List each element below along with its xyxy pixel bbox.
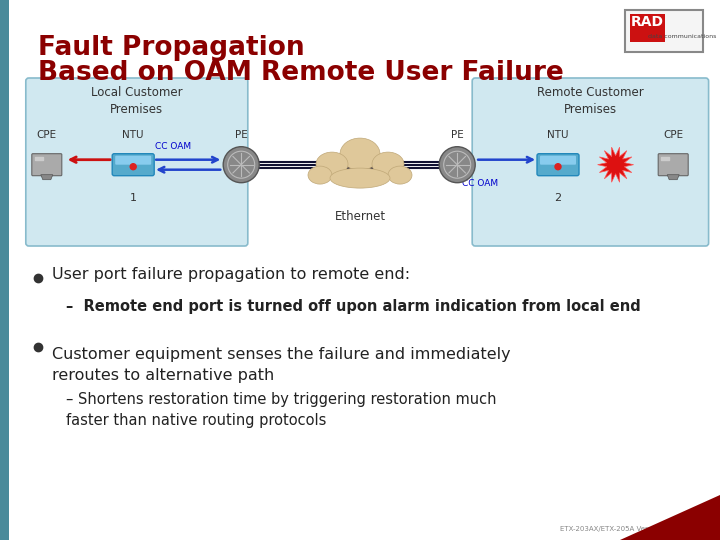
FancyBboxPatch shape [540, 156, 576, 165]
Text: ETX-203AX/ETX-205A Version 4.0  Slide 35: ETX-203AX/ETX-205A Version 4.0 Slide 35 [559, 526, 708, 532]
Circle shape [130, 164, 136, 170]
Text: Remote Customer
Premises: Remote Customer Premises [537, 86, 644, 116]
Bar [0, 0, 9, 540]
Ellipse shape [316, 152, 348, 176]
Text: Fault Propagation: Fault Propagation [38, 35, 305, 61]
FancyBboxPatch shape [630, 14, 665, 42]
Polygon shape [41, 175, 53, 180]
FancyBboxPatch shape [115, 156, 151, 165]
FancyBboxPatch shape [537, 154, 579, 176]
FancyBboxPatch shape [625, 10, 703, 52]
Ellipse shape [340, 138, 380, 170]
Ellipse shape [372, 152, 404, 176]
Polygon shape [598, 147, 634, 182]
Text: CC OAM: CC OAM [156, 141, 192, 151]
Text: Local Customer
Premises: Local Customer Premises [91, 86, 183, 116]
Text: Based on OAM Remote User Failure: Based on OAM Remote User Failure [38, 60, 564, 86]
Circle shape [223, 147, 259, 183]
Text: RAD: RAD [631, 15, 664, 29]
Ellipse shape [388, 166, 412, 184]
Ellipse shape [308, 166, 332, 184]
Text: NTU: NTU [122, 130, 144, 140]
Text: User port failure propagation to remote end:: User port failure propagation to remote … [52, 267, 410, 281]
FancyBboxPatch shape [32, 154, 62, 176]
Polygon shape [667, 175, 679, 180]
Circle shape [439, 147, 475, 183]
Text: NTU: NTU [547, 130, 569, 140]
Text: CPE: CPE [663, 130, 683, 140]
Text: PE: PE [451, 130, 464, 140]
FancyBboxPatch shape [472, 78, 708, 246]
Ellipse shape [330, 168, 390, 188]
FancyBboxPatch shape [658, 154, 688, 176]
Text: 1: 1 [130, 193, 137, 202]
Polygon shape [620, 495, 720, 540]
Text: CPE: CPE [37, 130, 57, 140]
FancyBboxPatch shape [112, 154, 154, 176]
Circle shape [555, 164, 561, 170]
Text: CC OAM: CC OAM [462, 179, 498, 188]
FancyBboxPatch shape [26, 78, 248, 246]
Text: Customer equipment senses the failure and immediately
reroutes to alternative pa: Customer equipment senses the failure an… [52, 347, 510, 383]
Text: – Shortens restoration time by triggering restoration much
faster than native ro: – Shortens restoration time by triggerin… [66, 392, 497, 428]
Text: 2: 2 [554, 193, 562, 202]
Text: –  Remote end port is turned off upon alarm indication from local end: – Remote end port is turned off upon ala… [66, 299, 641, 314]
Text: data communications: data communications [648, 33, 716, 38]
Text: Ethernet: Ethernet [334, 210, 386, 223]
Text: PE: PE [235, 130, 248, 140]
